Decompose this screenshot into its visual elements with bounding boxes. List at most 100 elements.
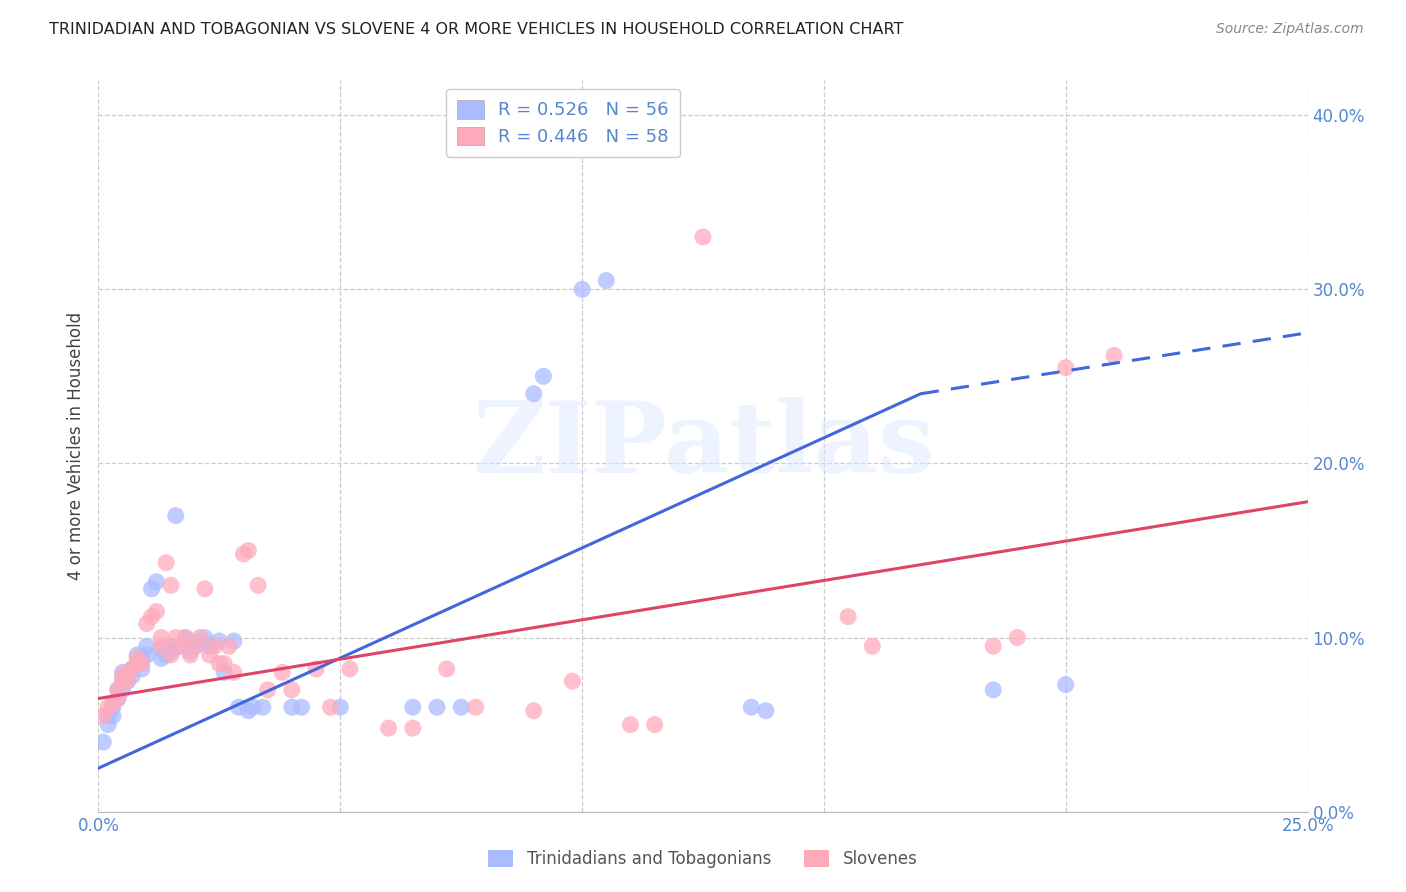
- Point: [101, 709, 124, 723]
- Point: [281, 700, 304, 714]
- Point: [329, 700, 352, 714]
- Point: [121, 662, 143, 676]
- Legend: R = 0.526   N = 56, R = 0.446   N = 58: R = 0.526 N = 56, R = 0.446 N = 58: [446, 89, 679, 157]
- Point: [194, 582, 217, 596]
- Point: [145, 574, 167, 589]
- Point: [740, 700, 762, 714]
- Point: [188, 631, 211, 645]
- Point: [290, 700, 312, 714]
- Point: [111, 665, 134, 680]
- Point: [212, 657, 235, 671]
- Point: [228, 700, 250, 714]
- Point: [1054, 360, 1077, 375]
- Point: [97, 709, 120, 723]
- Point: [523, 386, 546, 401]
- Point: [91, 709, 114, 723]
- Point: [208, 634, 231, 648]
- Point: [238, 543, 260, 558]
- Point: [179, 648, 201, 662]
- Point: [150, 640, 173, 654]
- Point: [179, 644, 201, 658]
- Point: [107, 691, 129, 706]
- Point: [169, 640, 191, 654]
- Point: [184, 640, 207, 654]
- Point: [145, 604, 167, 618]
- Point: [755, 704, 778, 718]
- Text: TRINIDADIAN AND TOBAGONIAN VS SLOVENE 4 OR MORE VEHICLES IN HOUSEHOLD CORRELATIO: TRINIDADIAN AND TOBAGONIAN VS SLOVENE 4 …: [49, 22, 904, 37]
- Point: [165, 631, 187, 645]
- Point: [117, 665, 139, 680]
- Point: [238, 704, 260, 718]
- Point: [194, 631, 217, 645]
- Point: [101, 700, 124, 714]
- Point: [256, 682, 278, 697]
- Point: [127, 657, 149, 671]
- Point: [436, 662, 458, 676]
- Point: [1007, 631, 1029, 645]
- Point: [561, 674, 583, 689]
- Point: [150, 651, 173, 665]
- Point: [188, 634, 211, 648]
- Text: ZIPatlas: ZIPatlas: [472, 398, 934, 494]
- Point: [131, 662, 153, 676]
- Point: [127, 657, 149, 671]
- Text: Source: ZipAtlas.com: Source: ZipAtlas.com: [1216, 22, 1364, 37]
- Point: [155, 648, 177, 662]
- Point: [117, 674, 139, 689]
- Point: [111, 674, 134, 689]
- Point: [111, 669, 134, 683]
- Point: [523, 704, 546, 718]
- Point: [131, 657, 153, 671]
- Point: [135, 648, 157, 662]
- Point: [97, 700, 120, 714]
- Point: [232, 547, 254, 561]
- Point: [135, 640, 157, 654]
- Point: [837, 609, 859, 624]
- Point: [377, 721, 399, 735]
- Point: [169, 640, 191, 654]
- Point: [97, 717, 120, 731]
- Point: [218, 640, 240, 654]
- Point: [111, 682, 134, 697]
- Point: [174, 631, 197, 645]
- Point: [141, 609, 163, 624]
- Point: [160, 640, 183, 654]
- Point: [117, 674, 139, 689]
- Point: [531, 369, 554, 384]
- Point: [464, 700, 486, 714]
- Point: [198, 640, 221, 654]
- Point: [184, 640, 207, 654]
- Point: [981, 640, 1004, 654]
- Point: [127, 648, 149, 662]
- Point: [1054, 677, 1077, 691]
- Point: [121, 662, 143, 676]
- Point: [319, 700, 342, 714]
- Point: [305, 662, 328, 676]
- Point: [981, 682, 1004, 697]
- Point: [107, 682, 129, 697]
- Point: [131, 651, 153, 665]
- Point: [860, 640, 883, 654]
- Point: [204, 640, 226, 654]
- Point: [150, 631, 173, 645]
- Point: [135, 616, 157, 631]
- Point: [242, 700, 264, 714]
- Point: [222, 665, 245, 680]
- Point: [121, 669, 143, 683]
- Point: [160, 648, 183, 662]
- Point: [107, 682, 129, 697]
- Point: [644, 717, 666, 731]
- Point: [160, 578, 183, 592]
- Point: [247, 578, 270, 592]
- Point: [222, 634, 245, 648]
- Point: [402, 700, 425, 714]
- Point: [111, 674, 134, 689]
- Point: [212, 665, 235, 680]
- Point: [402, 721, 425, 735]
- Point: [252, 700, 274, 714]
- Point: [281, 682, 304, 697]
- Point: [208, 657, 231, 671]
- Point: [339, 662, 361, 676]
- Point: [198, 648, 221, 662]
- Point: [141, 582, 163, 596]
